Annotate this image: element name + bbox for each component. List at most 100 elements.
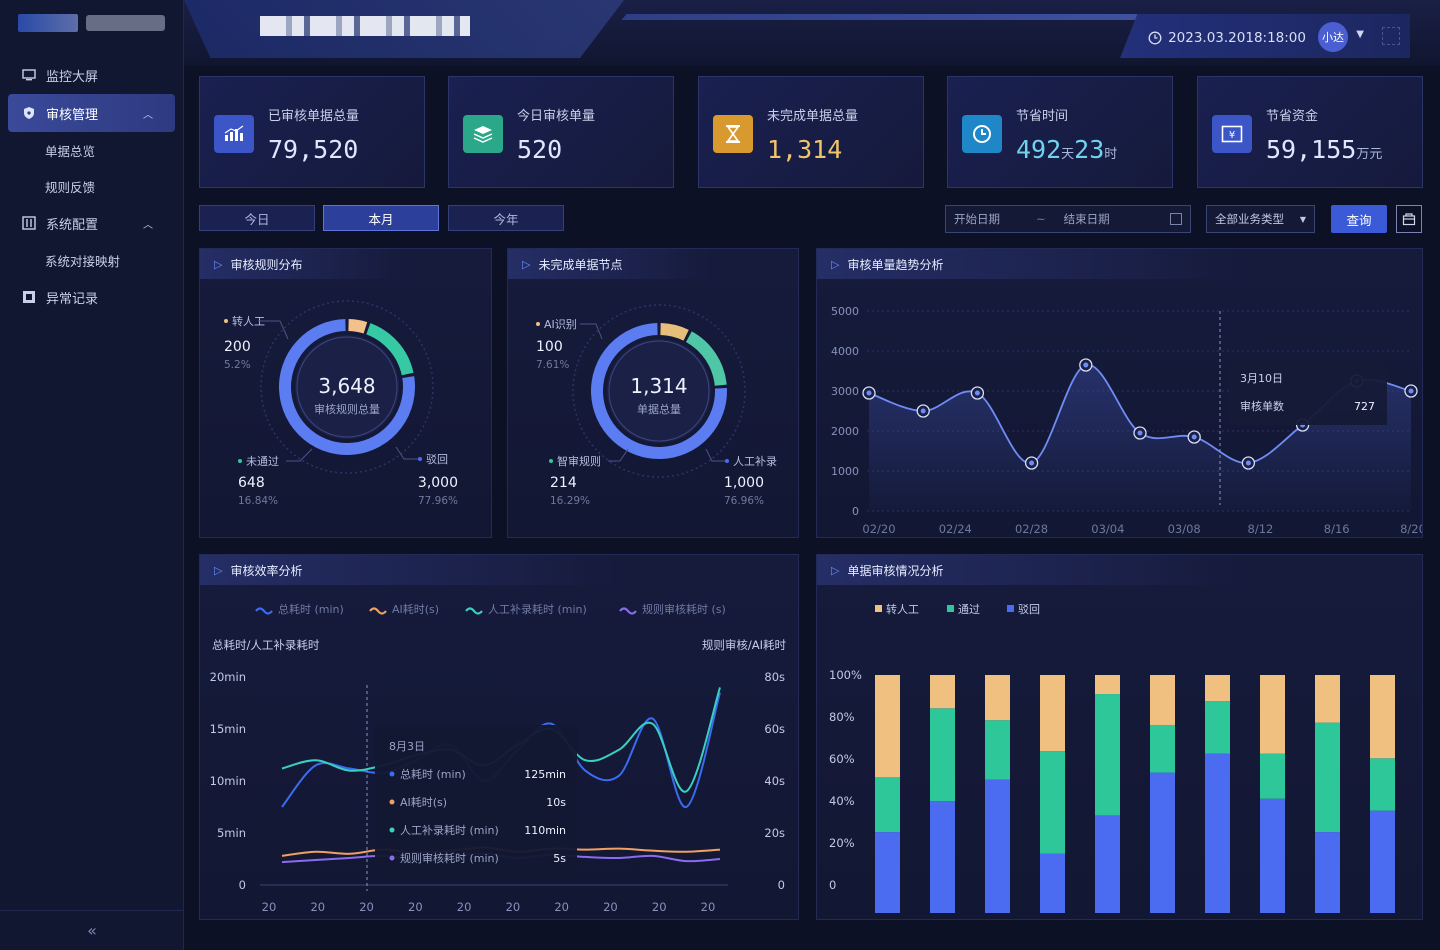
bar-segment-驳回[interactable] [1370,810,1395,913]
x-tick-label: 02/24 [939,522,972,536]
caret-down-icon[interactable]: ▼ [1356,29,1364,40]
donut-slice-AI识别[interactable] [660,323,689,341]
bar-segment-转人工[interactable] [1315,675,1340,723]
donut-slice-未通过[interactable] [366,323,414,376]
tooltip-dot [389,799,395,805]
legend-label: 总耗时 (min) [278,602,344,616]
bar-segment-通过[interactable] [1205,701,1230,754]
chevron-up-icon: ︿ [143,219,153,231]
donut-item-pct: 16.29% [550,495,590,507]
left-axis-title: 总耗时/人工补录耗时 [212,638,320,652]
bar-segment-驳回[interactable] [985,779,1010,913]
avatar[interactable]: 小达 [1318,22,1348,52]
bar-segment-通过[interactable] [1370,758,1395,811]
kpi-saved-time: 节省时间 492天23时 [947,76,1173,188]
panel-title: 审核单量趋势分析 [847,257,944,272]
triangle-icon: ▷ [831,563,840,577]
donut-slice-转人工[interactable] [348,319,368,334]
x-tick-label: 02/20 [862,522,895,536]
x-tick-label: 20 [310,900,325,914]
logo-text [85,15,165,31]
legend-dot [418,457,422,461]
y-left-tick-label: 20min [210,670,246,684]
bar-segment-通过[interactable] [1095,694,1120,816]
bar-segment-驳回[interactable] [1040,853,1065,914]
bar-segment-通过[interactable] [1150,724,1175,773]
sidebar-item-config[interactable]: 系统配置 ︿ [0,204,183,242]
donut-slice-人工补录[interactable] [591,323,727,459]
triangle-icon: ▷ [214,257,223,271]
legend-label: AI耗时(s) [392,603,439,616]
bar-segment-转人工[interactable] [1370,675,1395,759]
y-tick-label: 0 [829,878,836,892]
query-button[interactable]: 查询 [1331,205,1387,233]
sidebar-item-records[interactable]: 异常记录 [0,278,183,316]
bar-segment-驳回[interactable] [875,832,900,913]
kpi-number: 520 [517,135,563,164]
donut-slice-驳回[interactable] [279,319,415,455]
x-tick-label: 8/12 [1248,522,1274,536]
bar-segment-通过[interactable] [1040,751,1065,854]
bar-segment-转人工[interactable] [985,675,1010,721]
sidebar-sub-feedback[interactable]: 规则反馈 [45,179,96,195]
legend-dot [224,319,228,323]
kpi-pending-total: 未完成单据总量 1,314 [698,76,924,188]
collapse-sidebar-button[interactable]: « [0,910,184,950]
fullscreen-icon[interactable] [1382,27,1400,45]
bar-segment-转人工[interactable] [1260,675,1285,754]
bar-segment-转人工[interactable] [930,675,955,709]
tooltip-date: 8月3日 [389,740,425,753]
bar-segment-通过[interactable] [985,720,1010,780]
sidebar-item-audit[interactable]: 审核管理 ︿ [8,94,175,132]
tab-this-year[interactable]: 今年 [448,205,564,231]
trend-point-core [1191,434,1197,440]
y-tick-label: 4000 [831,345,859,358]
bar-segment-通过[interactable] [1315,722,1340,833]
end-date-input[interactable]: 结束日期 [1063,212,1110,226]
donut-item-value: 3,000 [418,475,458,491]
bar-segment-通过[interactable] [930,708,955,802]
bar-segment-驳回[interactable] [1315,832,1340,913]
sidebar-sub-mapping[interactable]: 系统对接映射 [45,253,121,269]
bar-segment-驳回[interactable] [1095,815,1120,913]
bar-segment-转人工[interactable] [1040,675,1065,752]
sidebar-item-label: 异常记录 [46,291,99,307]
y-right-tick-label: 40s [764,774,785,788]
panel-title: 审核效率分析 [230,563,303,578]
logo-mark [18,14,78,32]
donut-slice-智审规则[interactable] [685,331,727,386]
start-date-input[interactable]: 开始日期 [954,212,1000,226]
trend-point-core [1245,460,1251,466]
export-icon[interactable] [1396,205,1422,233]
sidebar-sub-overview[interactable]: 单据总览 [45,143,96,159]
bar-segment-转人工[interactable] [1205,675,1230,702]
datetime-display: 2023.03.2018:18:00 [1148,30,1306,46]
bar-segment-转人工[interactable] [875,675,900,778]
clock-icon [1148,31,1162,45]
bar-segment-驳回[interactable] [1150,772,1175,913]
tab-this-month[interactable]: 本月 [323,205,439,231]
bar-segment-转人工[interactable] [1150,675,1175,725]
svg-text:¥: ¥ [1229,130,1235,141]
tab-today[interactable]: 今日 [199,205,315,231]
bar-segment-驳回[interactable] [1260,798,1285,913]
donut-item-pct: 5.2% [224,359,251,371]
kpi-audited-total: 已审核单据总量 79,520 [199,76,425,188]
sidebar-item-monitor[interactable]: 监控大屏 [0,56,183,94]
bar-segment-通过[interactable] [1260,753,1285,799]
nodes-donut-chart: 1,314 单据总量 AI识别 100 7.61% 智审规则 214 16.29… [536,304,777,507]
legend-label: 规则审核耗时 (s) [642,602,726,616]
date-range-picker[interactable]: 开始日期 ~ 结束日期 [945,205,1191,233]
panel-title: 审核规则分布 [230,257,303,272]
kpi-value: 1,314 [767,135,842,164]
bar-segment-驳回[interactable] [1205,753,1230,913]
bar-segment-驳回[interactable] [930,801,955,913]
business-type-select[interactable]: 全部业务类型 ▼ [1206,205,1315,233]
bar-segment-转人工[interactable] [1095,675,1120,695]
caret-down-icon: ▼ [1299,214,1306,224]
bar-segment-通过[interactable] [875,777,900,833]
x-tick-label: 20 [457,900,472,914]
y-tick-label: 100% [829,668,862,682]
donut-item-value: 1,000 [724,475,764,491]
kpi-number: 1,314 [767,135,843,164]
